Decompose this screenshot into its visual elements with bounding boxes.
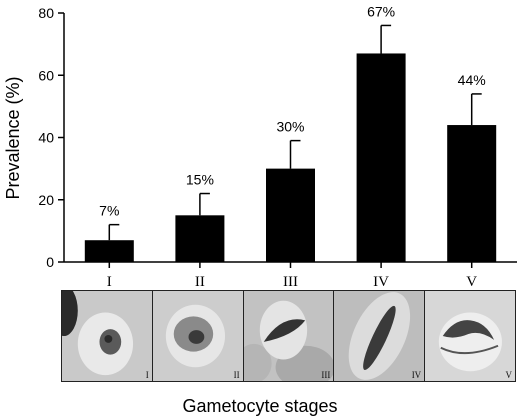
micrograph-stage-3: III [243, 291, 335, 381]
data-label: 30% [276, 119, 304, 135]
data-label: 15% [186, 172, 214, 188]
x-tick-label: III [283, 274, 298, 290]
data-label: 44% [458, 72, 486, 88]
micrograph-stage-1: I [62, 291, 153, 381]
y-tick-label: 40 [38, 130, 54, 146]
panel-label: IV [411, 370, 422, 380]
micrograph-stage-4: IV [334, 291, 426, 381]
bar [356, 53, 406, 263]
panel-label: I [145, 370, 149, 380]
bar [84, 240, 134, 262]
micrograph-stage-2: II [152, 291, 244, 381]
x-tick-label: IV [373, 274, 389, 290]
y-tick-label: 60 [38, 67, 54, 83]
y-tick-label: 20 [38, 192, 54, 208]
chart-labels: 0 20 40 60 80 7% I 15% II 30% III 67% IV 44% V [38, 3, 485, 290]
x-axis-title: Gametocyte stages [182, 396, 338, 416]
panel-label: V [505, 370, 512, 380]
chart-bars [84, 24, 497, 263]
bar-chart: 0 20 40 60 80 7% I 15% II 30% III 67% IV 44% V Prevale… [3, 3, 517, 290]
data-label: 7% [99, 203, 119, 219]
y-axis-title: Prevalence (%) [3, 76, 23, 199]
y-tick-label: 80 [38, 5, 54, 21]
y-tick-label: 0 [46, 254, 54, 270]
bar [266, 168, 315, 262]
data-label: 67% [367, 3, 395, 19]
x-tick-label: V [466, 274, 477, 290]
bar [175, 215, 225, 262]
micrograph-strip: I II III IV [61, 290, 516, 382]
x-tick-label: I [107, 274, 112, 290]
micrograph-stage-5: V [425, 291, 515, 381]
panel-label: II [233, 370, 240, 380]
bar [447, 125, 497, 262]
x-tick-label: II [195, 274, 205, 290]
panel-label: III [321, 370, 331, 380]
